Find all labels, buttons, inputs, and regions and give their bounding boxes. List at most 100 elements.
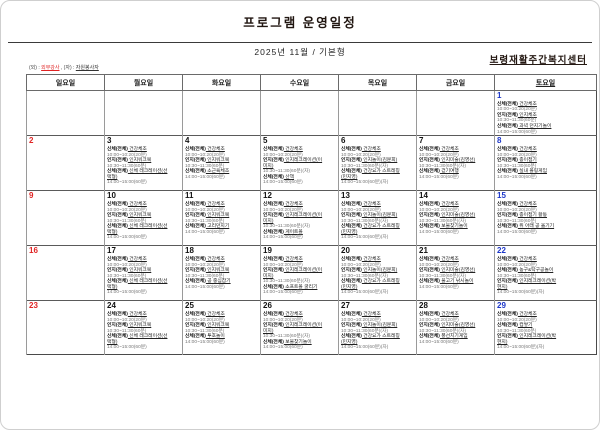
program-name: 건강체조 <box>205 146 225 152</box>
program-category: 신체(전체) <box>419 279 440 285</box>
calendar-cell: 26 신체(전체) 건강체조 10:00~10:20(20분) 인지(전체) 인지레크… <box>260 300 339 355</box>
program-line: 인지(전체) 인지워크북 <box>107 323 180 329</box>
day-number: 14 <box>419 191 428 201</box>
program-line: 신체(전체) 건강체조 <box>263 312 336 318</box>
program-category: 신체(전체) <box>263 201 284 207</box>
day-number: 25 <box>185 301 194 311</box>
day-number: 3 <box>107 136 112 146</box>
time-line: 14:00~15:00(60분) <box>497 129 537 135</box>
program-line: 신체(전체) 보물찾기놀이 <box>263 340 336 346</box>
program-category: 신체(전체) <box>263 311 284 317</box>
time-line: 10:30~11:30(60분)(자) <box>419 163 467 169</box>
time-line: 10:00~10:20(20분) <box>341 152 381 158</box>
week-row: 2 3 신체(전체) 건강체조 10:00~10:20(20분) 인지(전체) 인지워크… <box>26 135 597 191</box>
program-line-wrap: 미지) <box>263 219 336 225</box>
day-number: 9 <box>29 191 34 201</box>
program-name: 건강체조 <box>517 201 537 207</box>
calendar-cell: 29 신체(전체) 건강체조 10:00~10:20(20분) 신체(전체) 컵쌓기 1… <box>494 300 597 355</box>
week-row: 23 24 신체(전체) 건강체조 10:00~10:20(20분) 인지(전체) 인지… <box>26 300 597 355</box>
program-category: 신체(전체) <box>341 146 362 152</box>
program-name: 건강체조 <box>361 146 381 152</box>
calendar-cell: 13 신체(전체) 건강체조 10:00~10:20(20분) 인지(전체) 인지놀이… <box>338 190 417 246</box>
calendar-cell: 15 신체(전체) 건강체조 10:00~10:20(20분) 인지(전체) 종이접기… <box>494 190 597 246</box>
program-category: 신체(전체) <box>497 146 518 152</box>
program-category: 신체(전체) <box>341 311 362 317</box>
day-number: 13 <box>341 191 350 201</box>
time-line: 10:30~11:30(60분) <box>107 218 147 224</box>
time-line: 14:00~15:00(60분) <box>185 174 225 180</box>
program-name: 미지) <box>263 218 274 224</box>
legend-vol-prefix: , (자) : <box>60 65 76 71</box>
program-name: 종이접기 활동 <box>517 213 548 219</box>
day-number: 15 <box>497 191 506 201</box>
program-name: 인지미술(김영선) <box>439 268 476 274</box>
program-line: 신체(전체) 건강요가 스트레칭 <box>341 169 414 175</box>
day-number: 1 <box>497 91 502 100</box>
time-line: 14:00~15:00(60분)(자) <box>341 290 389 296</box>
time-line: 10:30~11:30(60분)(자) <box>263 334 311 340</box>
calendar-cell: 27 신체(전체) 건강체조 10:00~10:20(20분) 인지(전체) 인지놀이… <box>338 300 417 355</box>
day-header-wk: 월요일 <box>104 74 183 91</box>
program-name: 인지워크북 <box>205 213 230 219</box>
day-header-row: 일요일 월요일 화요일 수요일 목요일 금요일 토요일 <box>26 74 597 91</box>
program-category: 신체(전체) <box>497 201 518 207</box>
program-line: 신체(전체) 건강요가 스트레칭 <box>341 334 414 340</box>
time-line: 10:30~11:30(60분) <box>497 118 537 124</box>
program-name: 택형) <box>107 229 118 235</box>
page-title: 프로그램 운영일정 <box>243 16 357 30</box>
program-name: 건강체조 <box>127 256 147 262</box>
program-category: 신체(전체) <box>185 201 206 207</box>
program-category: 신체(전체) <box>263 284 284 290</box>
program-name: 건강체조 <box>283 256 303 262</box>
program-name: 건강체조 <box>517 146 537 152</box>
day-number: 7 <box>419 136 424 146</box>
program-name: 투호놀이 <box>205 334 225 340</box>
time-line: 14:00~15:00(60분) <box>497 174 537 180</box>
program-category: 인지(전체) <box>497 112 518 118</box>
calendar-cell: 9 <box>26 190 105 246</box>
program-category: 인지(전체) <box>107 213 128 219</box>
program-name: 실내 볼링게임 <box>517 169 548 175</box>
program-name: 보물찾기놀이 <box>283 339 312 345</box>
program-line: 신체(전체) 건강체조 <box>263 147 336 153</box>
program-line: 신체(전체) 산책 <box>263 175 336 181</box>
day-number: 8 <box>497 136 502 146</box>
program-category: 신체(전체) <box>419 256 440 262</box>
calendar-cell: 22 신체(전체) 건강체조 10:00~10:20(20분) 신체(전체) 농구&탁… <box>494 245 597 301</box>
program-category: 신체(전체) <box>497 256 518 262</box>
time-line: 10:00~10:20(20분) <box>419 207 459 213</box>
program-category: 신체(전체) <box>341 169 362 175</box>
time-line: 10:00~10:20(20분) <box>185 152 225 158</box>
calendar-cell: 5 신체(전체) 건강체조 10:00~10:20(20분) 인지(전체) 인지레크레… <box>260 135 339 191</box>
program-line: 신체(전체) 건강체조 <box>497 257 594 263</box>
program-name: 현지) <box>497 284 508 290</box>
program-line: 인지(전체) 인지워크북 <box>185 213 258 219</box>
program-line: 인지(전체) 인지체조 <box>497 113 594 119</box>
calendar-cell: 25 신체(전체) 건강체조 10:00~10:20(20분) 인지(전체) 인지워크… <box>182 300 261 355</box>
time-line: 10:00~10:20(20분) <box>185 207 225 213</box>
program-name: (민지영) <box>341 229 358 235</box>
day-number: 6 <box>341 136 346 146</box>
program-line: 신체(전체) 건강체조 <box>185 312 258 318</box>
calendar-cell: 16 <box>26 245 105 301</box>
program-name: (민지영) <box>341 339 358 345</box>
program-name: 건강체조 <box>517 101 537 107</box>
program-line: 신체(전체) 신체 레크레이션(선 <box>107 169 180 175</box>
time-line: 10:30~11:30(60분)(자) <box>263 279 311 285</box>
program-line: 신체(전체) 과녁 던지기놀이 <box>497 124 594 130</box>
calendar-body: 1 신체(전체) 건강체조 10:00~10:20(20분) 인지(전체) 인지체조 1… <box>26 89 597 355</box>
program-name: 건강체조 <box>361 201 381 207</box>
time-line: 14:00~15:00(60분) <box>185 284 225 290</box>
time-line: 10:30~11:30(60분)(자) <box>341 218 389 224</box>
program-line: 신체(전체) 건강체조 <box>107 257 180 263</box>
week-row: 1 신체(전체) 건강체조 10:00~10:20(20분) 인지(전체) 인지체조 1… <box>26 89 597 136</box>
program-category: 인지(전체) <box>419 158 440 164</box>
program-category: 신체(전체) <box>497 124 518 130</box>
program-line: 신체(전체) 신체 레크레이션(선 <box>107 334 180 340</box>
program-line: 신체(전체) 게이트볼 <box>263 230 336 236</box>
program-line: 인지(전체) 인지미술(김영선) <box>419 158 492 164</box>
program-name: 인지워크북 <box>127 323 152 329</box>
time-line: 10:00~10:20(20분) <box>497 262 537 268</box>
day-number: 23 <box>29 301 38 311</box>
program-category: 신체(전체) <box>263 339 284 345</box>
